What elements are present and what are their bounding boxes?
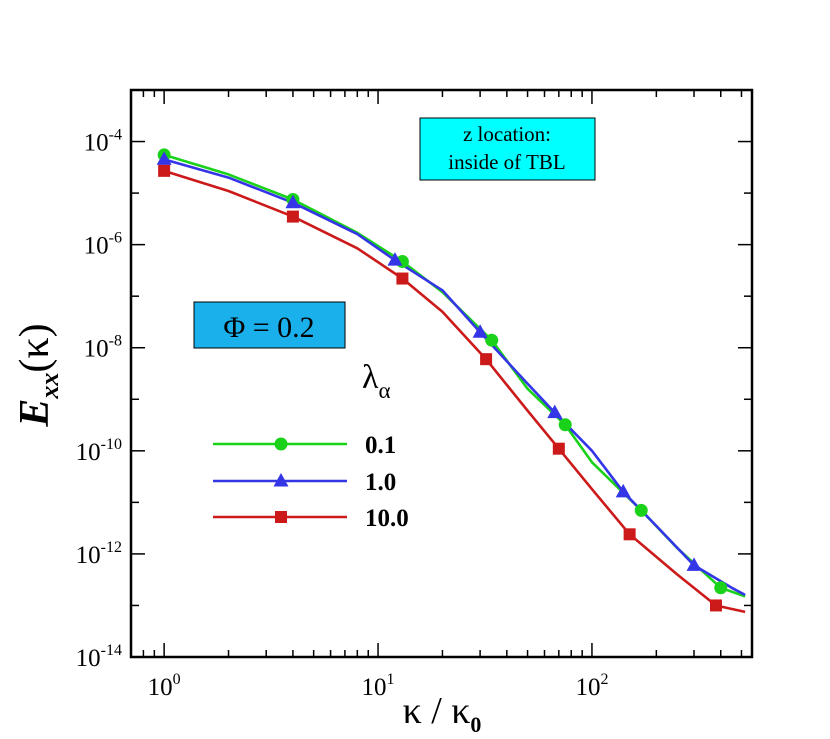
series-marker-1-0 bbox=[285, 194, 301, 209]
y-tick-label-exp: -10 bbox=[101, 436, 122, 453]
series-marker-1-0 bbox=[686, 557, 702, 571]
y-tick-label-exp: -8 bbox=[109, 333, 122, 350]
legend-entries: 0.1 1.0 10.0 bbox=[213, 432, 409, 532]
y-tick-label: 10-12 bbox=[76, 539, 122, 569]
y-tick-label-base: 10 bbox=[84, 336, 109, 363]
x-tick-label-base: 10 bbox=[148, 674, 173, 701]
series-marker-10-0 bbox=[396, 272, 409, 285]
y-tick-label: 10-8 bbox=[84, 333, 122, 363]
location-annotation-line-1: z location: bbox=[463, 122, 551, 146]
series-marker-10-0 bbox=[623, 528, 636, 541]
x-tick-label: 102 bbox=[575, 671, 608, 701]
series-marker-0-1 bbox=[485, 333, 499, 347]
y-tick-label: 10-10 bbox=[76, 436, 122, 466]
legend-title: λα bbox=[362, 359, 391, 403]
series-line-1-0 bbox=[163, 158, 746, 597]
plot-frame bbox=[129, 88, 754, 659]
legend-label-10-0: 10.0 bbox=[365, 505, 409, 532]
phi-label-text: Φ = 0.2 bbox=[223, 311, 314, 344]
legend-marker-1-0 bbox=[273, 473, 289, 487]
series-marker-10-0 bbox=[158, 164, 171, 177]
x-tick-label-base: 10 bbox=[575, 674, 600, 701]
x-tick-label: 100 bbox=[148, 671, 181, 701]
y-tick-label-base: 10 bbox=[84, 233, 109, 260]
x-tick-label-base: 10 bbox=[362, 674, 387, 701]
series-markers bbox=[156, 148, 728, 612]
y-tick-label-base: 10 bbox=[76, 439, 101, 466]
series-line-10-0 bbox=[163, 169, 746, 614]
y-axis-label: Exx(κ) bbox=[12, 323, 64, 427]
series-lines bbox=[163, 153, 746, 614]
y-axis-label-sub: xx bbox=[35, 373, 64, 400]
y-tick-label-exp: -12 bbox=[101, 539, 122, 556]
series-marker-0-1 bbox=[634, 503, 648, 517]
y-tick-label: 10-14 bbox=[76, 642, 122, 672]
series-marker-1-0 bbox=[156, 151, 172, 165]
x-axis-label-main: κ / κ bbox=[403, 690, 471, 732]
x-tick-label-exp: 1 bbox=[387, 671, 395, 688]
y-tick-label-exp: -14 bbox=[101, 642, 122, 659]
location-annotation: z location: inside of TBL bbox=[419, 117, 596, 181]
y-tick-label-base: 10 bbox=[76, 645, 101, 672]
y-tick-label-base: 10 bbox=[84, 130, 109, 157]
location-annotation-line-2: inside of TBL bbox=[448, 150, 565, 174]
axis-ticks bbox=[130, 89, 752, 658]
x-axis-label: κ / κ0 bbox=[403, 690, 482, 737]
legend-marker-0-1 bbox=[274, 437, 288, 451]
y-tick-label-exp: -4 bbox=[109, 127, 122, 144]
x-axis-label-sub: 0 bbox=[470, 712, 481, 737]
legend-label-0-1: 0.1 bbox=[365, 432, 396, 459]
series-marker-0-1 bbox=[558, 418, 572, 432]
y-tick-label-base: 10 bbox=[76, 542, 101, 569]
series-marker-10-0 bbox=[552, 442, 565, 455]
phi-label-box bbox=[193, 301, 346, 349]
location-annotation-box bbox=[419, 117, 596, 181]
legend-title-sub: α bbox=[379, 378, 391, 403]
y-axis-label-tail: (κ) bbox=[12, 323, 58, 372]
series-marker-0-1 bbox=[714, 581, 728, 595]
series-marker-1-0 bbox=[472, 324, 488, 338]
series-line-0-1 bbox=[163, 153, 746, 598]
y-tick-label: 10-6 bbox=[84, 230, 122, 260]
x-tick-label-exp: 0 bbox=[173, 671, 181, 688]
series-marker-10-0 bbox=[709, 599, 722, 612]
x-tick-label: 101 bbox=[362, 671, 395, 701]
series-marker-10-0 bbox=[286, 210, 299, 223]
series-marker-1-0 bbox=[547, 404, 563, 419]
legend-title-main: λ bbox=[362, 359, 379, 396]
series-marker-1-0 bbox=[387, 252, 403, 266]
legend-marker-10-0 bbox=[275, 511, 287, 523]
x-tick-label-exp: 2 bbox=[600, 671, 608, 688]
y-tick-label-exp: -6 bbox=[109, 230, 122, 247]
legend: λα 0.1 1.0 10.0 bbox=[213, 359, 409, 532]
legend-label-1-0: 1.0 bbox=[365, 469, 396, 496]
series-marker-1-0 bbox=[615, 483, 631, 498]
y-axis-label-main: E bbox=[12, 399, 58, 428]
phi-label: Φ = 0.2 bbox=[193, 301, 346, 349]
y-tick-label: 10-4 bbox=[84, 127, 122, 157]
series-marker-10-0 bbox=[480, 353, 493, 366]
